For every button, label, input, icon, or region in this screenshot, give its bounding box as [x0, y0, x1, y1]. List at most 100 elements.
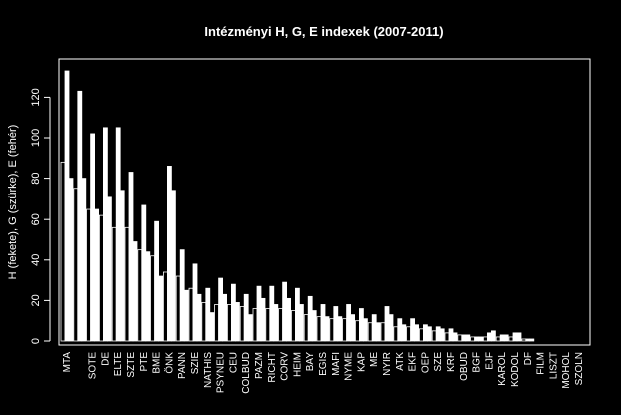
bar-G — [90, 133, 95, 342]
x-tick-label: SZIE — [190, 352, 201, 375]
bar-G — [474, 336, 480, 342]
bar-E — [158, 275, 164, 342]
x-tick-label: EKF — [408, 352, 419, 371]
bar-H — [86, 208, 91, 342]
x-axis-labels: MTA SOTE DE ELTE SZTE PTE BME ÖNK PANN SZIE NATHIS… — [62, 352, 585, 394]
bar-G — [230, 283, 236, 342]
bar-H — [214, 304, 220, 342]
bar-G — [307, 295, 313, 342]
x-tick-label: MTA — [62, 352, 73, 373]
bar-G — [218, 277, 224, 342]
bar-G — [422, 324, 428, 342]
bar-E — [107, 196, 112, 342]
x-tick-label: CEU — [228, 352, 239, 373]
y-tick-label: 80 — [30, 172, 42, 184]
x-tick-label: PAZM — [254, 352, 265, 379]
bar-E — [503, 334, 509, 342]
bar-G — [205, 287, 211, 342]
bar-G — [397, 318, 403, 342]
bar-G — [77, 90, 83, 342]
bar-H — [329, 318, 335, 342]
bar-H — [162, 271, 168, 342]
bars — [60, 70, 535, 342]
x-tick-label: BME — [152, 352, 163, 374]
bar-H — [380, 322, 386, 342]
bar-E — [465, 334, 471, 342]
bar-E — [132, 241, 138, 342]
x-tick-label: DE — [100, 352, 111, 366]
bar-E — [183, 289, 189, 342]
bar-E — [260, 297, 266, 342]
bar-E — [362, 318, 368, 342]
bar-H — [482, 336, 488, 342]
bar-E — [119, 190, 125, 342]
bar-H — [278, 308, 284, 342]
bar-G — [346, 304, 352, 342]
bar-E — [273, 304, 279, 342]
bar-H — [495, 336, 501, 342]
bar-H — [124, 226, 130, 342]
x-tick-label: KAP — [356, 352, 367, 372]
bar-E — [478, 336, 484, 342]
y-tick-label: 40 — [30, 254, 42, 266]
bar-E — [286, 297, 292, 342]
bar-G — [448, 328, 454, 342]
bar-H — [137, 249, 143, 342]
bar-E — [311, 310, 317, 342]
bar-E — [439, 328, 445, 342]
bar-G — [461, 334, 467, 342]
bar-H — [393, 326, 399, 342]
y-tick-label: 0 — [30, 338, 42, 344]
bar-E — [414, 324, 420, 342]
bar-H — [342, 318, 348, 342]
bar-E — [247, 314, 253, 342]
bar-G — [192, 263, 198, 342]
bar-G — [243, 293, 249, 342]
x-tick-label: HEIM — [292, 352, 303, 377]
bar-E — [145, 251, 151, 342]
bar-E — [516, 332, 522, 342]
bar-G — [525, 338, 531, 342]
bar-E — [234, 302, 240, 342]
x-tick-label: PANN — [177, 352, 188, 379]
y-tick-label: 20 — [30, 294, 42, 306]
x-tick-label: FILM — [536, 352, 547, 375]
x-tick-label: NATHIS — [203, 352, 214, 388]
bar-E — [350, 314, 356, 342]
x-tick-label: KODOL — [510, 352, 521, 387]
bar-G — [499, 334, 505, 342]
x-tick-label: NYIR — [382, 352, 393, 376]
bar-G — [115, 127, 121, 342]
bar-G — [384, 306, 390, 342]
bar-E — [81, 178, 87, 342]
y-axis-label: H (fekete), G (szürke), E (fehér) — [7, 125, 19, 280]
bar-H — [99, 214, 104, 342]
bar-H — [406, 326, 412, 342]
bar-H — [444, 332, 450, 342]
y-tick-label: 60 — [30, 213, 42, 225]
bar-G — [435, 326, 441, 342]
bar-H — [290, 310, 296, 342]
bar-G — [410, 318, 416, 342]
bar-H — [265, 308, 271, 342]
bar-G — [256, 285, 262, 342]
x-tick-label: NYME — [344, 352, 355, 381]
bar-E — [209, 312, 215, 342]
x-tick-label: MOHOL — [561, 352, 572, 389]
x-tick-label: SZOLN — [574, 352, 585, 385]
bar-H — [470, 336, 476, 342]
plot-frame — [58, 58, 591, 346]
bar-G — [154, 220, 160, 342]
x-tick-label: CORV — [280, 352, 291, 381]
bar-H — [367, 322, 373, 342]
bar-E — [222, 293, 228, 342]
bar-G — [166, 166, 172, 342]
bar-H — [354, 320, 360, 342]
bar-G — [333, 306, 339, 342]
bar-E — [490, 330, 496, 342]
x-tick-label: PTE — [139, 352, 150, 372]
bar-G — [486, 332, 492, 342]
bar-E — [529, 338, 535, 342]
bar-G — [512, 332, 518, 342]
